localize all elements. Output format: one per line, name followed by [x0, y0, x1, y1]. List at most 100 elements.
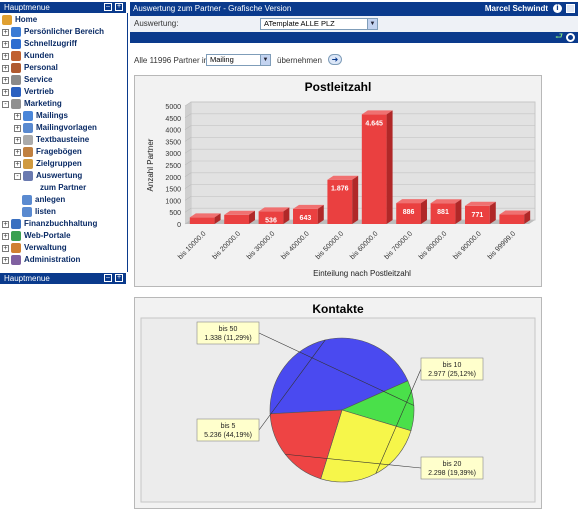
bar: [293, 208, 318, 224]
sidebar-item-schnellzugriff[interactable]: + Schnellzugriff: [2, 38, 77, 50]
sidebar-item-label: Home: [15, 15, 38, 24]
sidebar-item-marketing[interactable]: - Marketing: [2, 98, 62, 110]
sidebar-header: Hauptmenue – +: [0, 2, 126, 13]
expand-icon[interactable]: +: [2, 52, 9, 60]
y-tick-label: 0: [177, 222, 181, 229]
expand-icon[interactable]: +: [2, 232, 9, 240]
sidebar-item-administration[interactable]: + Administration: [2, 254, 80, 266]
pie-chart-title: Kontakte: [312, 302, 364, 316]
expand-icon[interactable]: +: [14, 136, 21, 144]
bar: [499, 214, 525, 224]
collapse-icon[interactable]: -: [14, 172, 21, 180]
expand-all-icon-bottom[interactable]: +: [115, 274, 123, 282]
home-icon: [2, 15, 12, 25]
x-tick-label: bis 70000.0: [383, 230, 414, 261]
expand-icon[interactable]: +: [2, 64, 9, 72]
expand-icon[interactable]: +: [14, 148, 21, 156]
expand-icon[interactable]: +: [2, 28, 9, 36]
expand-icon[interactable]: +: [2, 256, 9, 264]
list-icon: [22, 207, 32, 217]
expand-all-icon[interactable]: +: [115, 3, 123, 11]
title-bar: Auswertung zum Partner - Grafische Versi…: [130, 2, 578, 16]
zip-chart-panel: Postleitzahl 0 500 1000 1500 2000 2500 3000 350…: [134, 75, 542, 287]
grid-depth: [184, 160, 192, 166]
chevron-down-icon[interactable]: ▼: [260, 55, 270, 65]
bar-top: [465, 201, 496, 206]
expand-icon[interactable]: +: [14, 160, 21, 168]
sidebar-item-service[interactable]: + Service: [2, 74, 52, 86]
sidebar-item-label: Fragebögen: [36, 147, 82, 156]
y-tick-label: 2500: [165, 163, 181, 170]
search-icon[interactable]: [566, 33, 575, 42]
sidebar-item-web-portale[interactable]: + Web-Portale: [2, 230, 71, 242]
grid-depth: [184, 101, 192, 107]
sidebar-item-mailingvorlagen[interactable]: + Mailingvorlagen: [14, 122, 97, 134]
collapse-all-icon-bottom[interactable]: –: [104, 274, 112, 282]
analysis-select[interactable]: ATemplate ALLE PLZ ▼: [260, 18, 378, 30]
pencil-icon: [11, 99, 21, 109]
sidebar-item-home[interactable]: Home: [2, 14, 37, 26]
globe-icon: [11, 231, 21, 241]
y-tick-label: 4000: [165, 128, 181, 135]
y-tick-label: 500: [169, 210, 181, 217]
sidebar-item-auswertung[interactable]: - Auswertung: [14, 170, 82, 182]
print-icon[interactable]: [566, 4, 575, 13]
sidebar-item-finanzbuchhaltung[interactable]: + Finanzbuchhaltung: [2, 218, 97, 230]
sidebar-footer-label: Hauptmenue: [4, 274, 50, 283]
collapse-all-icon[interactable]: –: [104, 3, 112, 11]
bar-value-label: 771: [472, 212, 484, 219]
sidebar-item-frageb-gen[interactable]: + Fragebögen: [14, 146, 82, 158]
sidebar-item-anlegen[interactable]: anlegen: [22, 194, 65, 206]
expand-icon[interactable]: +: [14, 124, 21, 132]
bar-side: [214, 213, 221, 224]
expand-icon[interactable]: +: [2, 220, 9, 228]
sidebar-item-label: Mailingvorlagen: [36, 123, 97, 132]
questionnaire-icon: [23, 147, 33, 157]
sidebar-item-label: anlegen: [35, 195, 66, 204]
target-group-icon: [23, 159, 33, 169]
expand-icon[interactable]: +: [14, 112, 21, 120]
sidebar-item-label: Persönlicher Bereich: [24, 27, 105, 36]
sidebar-item-verwaltung[interactable]: + Verwaltung: [2, 242, 67, 254]
sidebar-item-textbausteine[interactable]: + Textbausteine: [14, 134, 89, 146]
slice-value: 5.236 (44,19%): [204, 432, 252, 439]
arrow-icon: [11, 39, 21, 49]
sidebar-item-vertrieb[interactable]: + Vertrieb: [2, 86, 54, 98]
sidebar-item-label: Web-Portale: [24, 231, 71, 240]
bar-chart-title: Postleitzahl: [304, 80, 372, 94]
bar-value-label: 4.645: [365, 120, 383, 127]
ledger-icon: [11, 219, 21, 229]
expand-icon[interactable]: +: [2, 40, 9, 48]
x-tick-label: bis 60000.0: [349, 230, 380, 261]
sidebar-item-mailings[interactable]: + Mailings: [14, 110, 68, 122]
apply-label: übernehmen: [277, 56, 322, 65]
sidebar-item-kunden[interactable]: + Kunden: [2, 50, 54, 62]
expand-icon[interactable]: +: [2, 76, 9, 84]
mail-icon: [23, 111, 33, 121]
bar-side: [317, 204, 324, 224]
callout-box: [420, 456, 484, 480]
sidebar-item-listen[interactable]: listen: [22, 206, 56, 218]
sidebar-item-label: Administration: [24, 255, 81, 264]
chevron-down-icon[interactable]: ▼: [367, 19, 377, 29]
expand-icon[interactable]: +: [2, 88, 9, 96]
bar: [327, 179, 353, 224]
expand-icon[interactable]: +: [2, 244, 9, 252]
bar-top: [499, 210, 531, 215]
sidebar-item-zielgruppen[interactable]: + Zielgruppen: [14, 158, 82, 170]
callout-box: [196, 321, 260, 345]
bar-side: [420, 199, 427, 224]
bar-top: [396, 199, 427, 204]
sidebar-item-zum-partner[interactable]: zum Partner: [40, 182, 86, 194]
collapse-icon[interactable]: -: [2, 100, 9, 108]
user-name[interactable]: Marcel Schwindt: [484, 4, 548, 13]
info-icon[interactable]: i: [553, 4, 562, 13]
partner-scope-select[interactable]: Mailing ▼: [206, 54, 271, 66]
bar-top: [293, 204, 324, 209]
sidebar-item-personal[interactable]: + Personal: [2, 62, 58, 74]
sidebar-item-pers-nlicher-bereich[interactable]: + Persönlicher Bereich: [2, 26, 104, 38]
slice-label: bis 50: [219, 326, 238, 333]
back-icon[interactable]: ⮐: [555, 32, 564, 42]
grid-depth: [184, 196, 192, 201]
apply-arrow-button[interactable]: ➜: [328, 54, 342, 65]
